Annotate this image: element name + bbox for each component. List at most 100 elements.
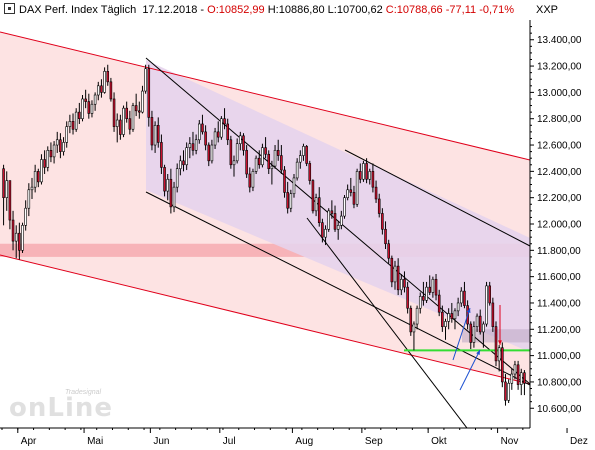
y-tick-label: 10.800,00 <box>537 377 582 388</box>
candle-body <box>18 232 21 251</box>
candle-body <box>40 159 43 183</box>
candle-body <box>207 144 211 162</box>
candle-body <box>355 171 359 205</box>
candle-body <box>14 232 18 242</box>
candle-body <box>220 118 223 138</box>
x-tick-label: Dez <box>570 436 588 447</box>
logo-big-text: onLine <box>9 393 113 423</box>
candle-body <box>191 143 195 151</box>
candle-body <box>242 135 245 151</box>
candle-body <box>71 121 75 130</box>
candle-body <box>340 215 343 226</box>
candle-body <box>37 171 40 183</box>
candle-body <box>283 169 286 193</box>
candle-body <box>239 135 242 145</box>
y-tick-label: 11.000,00 <box>537 351 581 362</box>
y-tick-label: 12.800,00 <box>537 114 582 125</box>
candle-body <box>321 222 324 238</box>
candle-body <box>229 139 233 166</box>
candle-body <box>418 296 422 309</box>
candle-body <box>194 139 198 151</box>
candle-body <box>302 146 305 156</box>
candle-body <box>425 286 428 301</box>
candle-body <box>336 225 340 230</box>
candle-body <box>501 347 504 383</box>
candle-body <box>131 105 135 130</box>
candle-body <box>59 139 62 152</box>
candle-body <box>434 278 438 296</box>
candle-body <box>447 313 450 322</box>
y-tick-label: 12.200,00 <box>537 193 582 204</box>
x-tick-label: Nov <box>501 436 519 447</box>
candle-body <box>488 285 491 304</box>
tradesignal-logo: Tradesignal onLine <box>9 387 119 427</box>
candle-body <box>163 167 166 192</box>
candle-body <box>257 157 261 166</box>
candle-body <box>115 119 119 127</box>
candle-body <box>472 326 476 343</box>
y-tick-label: 12.000,00 <box>537 220 582 231</box>
candle-body <box>46 149 50 168</box>
candle-body <box>141 90 144 113</box>
chart-settings-icon[interactable] <box>4 3 15 14</box>
candle-body <box>198 123 201 141</box>
x-tick-label: Apr <box>21 436 37 447</box>
candle-body <box>441 311 444 327</box>
candle-body <box>390 257 394 283</box>
candle-body <box>510 373 514 384</box>
candle-body <box>519 372 523 385</box>
candle-body <box>327 210 330 230</box>
candle-body <box>55 139 59 146</box>
candle-body <box>122 107 125 135</box>
annotations <box>452 305 502 391</box>
candle-body <box>251 171 255 188</box>
candle-body <box>314 197 318 212</box>
candle-body <box>30 186 34 191</box>
candle-body <box>8 180 12 221</box>
candle-body <box>311 180 315 212</box>
candle-body <box>444 321 447 327</box>
candle-body <box>96 85 100 96</box>
x-tick-label: Sep <box>365 436 383 447</box>
candle-body <box>333 213 337 230</box>
candlesticks <box>2 64 526 406</box>
candle-body <box>87 101 91 114</box>
y-tick-label: 11.600,00 <box>537 272 581 283</box>
y-tick-label: 13.400,00 <box>537 35 582 46</box>
candle-body <box>179 160 182 170</box>
red-arrow-down-head <box>498 340 502 345</box>
upper-trendline <box>344 149 530 247</box>
candle-body <box>362 163 365 180</box>
candle-body <box>523 372 526 384</box>
y-tick-label: 12.600,00 <box>537 141 582 152</box>
candle-body <box>460 290 463 304</box>
y-tick-label: 13.200,00 <box>537 62 582 73</box>
candle-body <box>415 307 419 325</box>
x-tick-label: Mai <box>87 436 103 447</box>
candle-body <box>27 189 31 209</box>
steep-trendline <box>306 217 468 428</box>
candle-body <box>106 71 110 83</box>
candle-body <box>264 147 267 155</box>
candle-body <box>292 177 296 195</box>
candle-body <box>138 110 141 113</box>
candle-body <box>84 98 87 102</box>
candle-body <box>153 124 157 146</box>
candle-body <box>412 323 416 333</box>
candle-body <box>175 168 179 188</box>
red-channel-lower-line <box>0 254 530 385</box>
candle-body <box>358 171 362 180</box>
y-tick-label: 12.400,00 <box>537 167 582 178</box>
candle-body <box>273 149 277 167</box>
candle-body <box>100 85 103 93</box>
channel-fills <box>0 32 530 384</box>
candle-body <box>431 278 435 293</box>
candle-body <box>103 71 106 93</box>
y-tick-label: 11.400,00 <box>537 298 581 309</box>
candle-body <box>150 117 154 146</box>
candle-body <box>286 192 289 209</box>
candle-body <box>74 111 78 130</box>
y-tick-label: 11.800,00 <box>537 246 581 257</box>
candle-body <box>109 81 113 100</box>
